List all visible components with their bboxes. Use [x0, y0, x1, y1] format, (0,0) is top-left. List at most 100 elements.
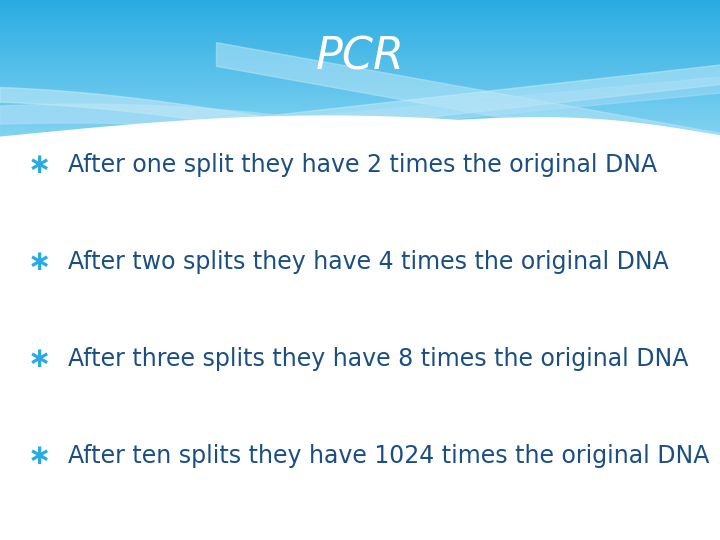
Bar	[0, 12, 720, 14]
Bar	[0, 55, 720, 56]
Bar	[0, 53, 720, 55]
Bar	[0, 33, 720, 34]
Bar	[0, 64, 720, 65]
Bar	[0, 46, 720, 48]
Bar	[0, 133, 720, 134]
Bar	[0, 82, 720, 83]
Bar	[0, 27, 720, 28]
Bar	[0, 87, 720, 89]
Bar	[0, 52, 720, 53]
Bar	[0, 72, 720, 73]
Bar	[0, 110, 720, 111]
Bar	[0, 65, 720, 66]
Bar	[0, 126, 720, 127]
Bar	[0, 29, 720, 30]
Bar	[0, 40, 720, 41]
Text: ∗: ∗	[28, 248, 51, 276]
Bar	[0, 11, 720, 12]
Bar	[0, 21, 720, 22]
Bar	[0, 63, 720, 64]
Text: ∗: ∗	[28, 442, 51, 470]
Bar	[0, 104, 720, 105]
Bar	[0, 50, 720, 51]
Bar	[0, 3, 720, 4]
Bar	[0, 16, 720, 17]
Bar	[0, 94, 720, 95]
Bar	[0, 145, 720, 146]
Bar	[0, 137, 720, 138]
Text: ∗: ∗	[28, 345, 51, 373]
Bar	[0, 44, 720, 45]
Bar	[0, 143, 720, 144]
Bar	[0, 116, 720, 117]
Bar	[0, 8, 720, 9]
Bar	[0, 85, 720, 86]
Bar	[0, 135, 720, 136]
Bar	[0, 92, 720, 93]
Bar	[0, 103, 720, 104]
Bar	[0, 17, 720, 18]
Bar	[0, 99, 720, 100]
Bar	[0, 89, 720, 90]
Bar	[0, 37, 720, 38]
Bar	[0, 51, 720, 52]
Bar	[0, 142, 720, 143]
Bar	[0, 74, 720, 75]
Bar	[0, 106, 720, 107]
Bar	[0, 131, 720, 132]
Bar	[0, 34, 720, 35]
Bar	[0, 95, 720, 96]
Bar	[0, 114, 720, 116]
Bar	[0, 113, 720, 114]
Text: After ten splits they have 1024 times the original DNA: After ten splits they have 1024 times th…	[68, 444, 710, 468]
Bar	[0, 69, 720, 70]
Bar	[0, 58, 720, 59]
Bar	[0, 136, 720, 137]
Bar	[0, 120, 720, 122]
Bar	[0, 83, 720, 84]
Bar	[0, 56, 720, 57]
Bar	[0, 139, 720, 140]
Text: PCR: PCR	[315, 35, 405, 78]
Bar	[0, 108, 720, 109]
Bar	[0, 31, 720, 32]
Bar	[0, 68, 720, 69]
Bar	[0, 144, 720, 145]
Bar	[0, 98, 720, 99]
Bar	[0, 15, 720, 16]
Bar	[0, 2, 720, 3]
Bar	[0, 75, 720, 76]
Bar	[0, 61, 720, 62]
Bar	[0, 124, 720, 125]
Bar	[0, 25, 720, 26]
Bar	[0, 66, 720, 67]
Bar	[0, 140, 720, 141]
Bar	[0, 36, 720, 37]
Bar	[0, 119, 720, 120]
Bar	[0, 18, 720, 19]
Bar	[0, 78, 720, 79]
Bar	[0, 19, 720, 21]
Bar	[0, 109, 720, 110]
Bar	[0, 132, 720, 133]
Bar	[0, 107, 720, 108]
Bar	[0, 43, 720, 44]
Bar	[0, 60, 720, 61]
Bar	[0, 79, 720, 80]
Bar	[0, 28, 720, 29]
Bar	[0, 90, 720, 91]
Bar	[0, 62, 720, 63]
Bar	[0, 141, 720, 142]
Bar	[0, 22, 720, 23]
Bar	[0, 100, 720, 101]
Bar	[0, 49, 720, 50]
Bar	[0, 32, 720, 33]
Bar	[0, 117, 720, 118]
Bar	[0, 127, 720, 129]
Bar	[0, 14, 720, 15]
Bar	[0, 123, 720, 124]
Bar	[0, 10, 720, 11]
Bar	[0, 42, 720, 43]
Bar	[0, 97, 720, 98]
Bar	[0, 134, 720, 135]
